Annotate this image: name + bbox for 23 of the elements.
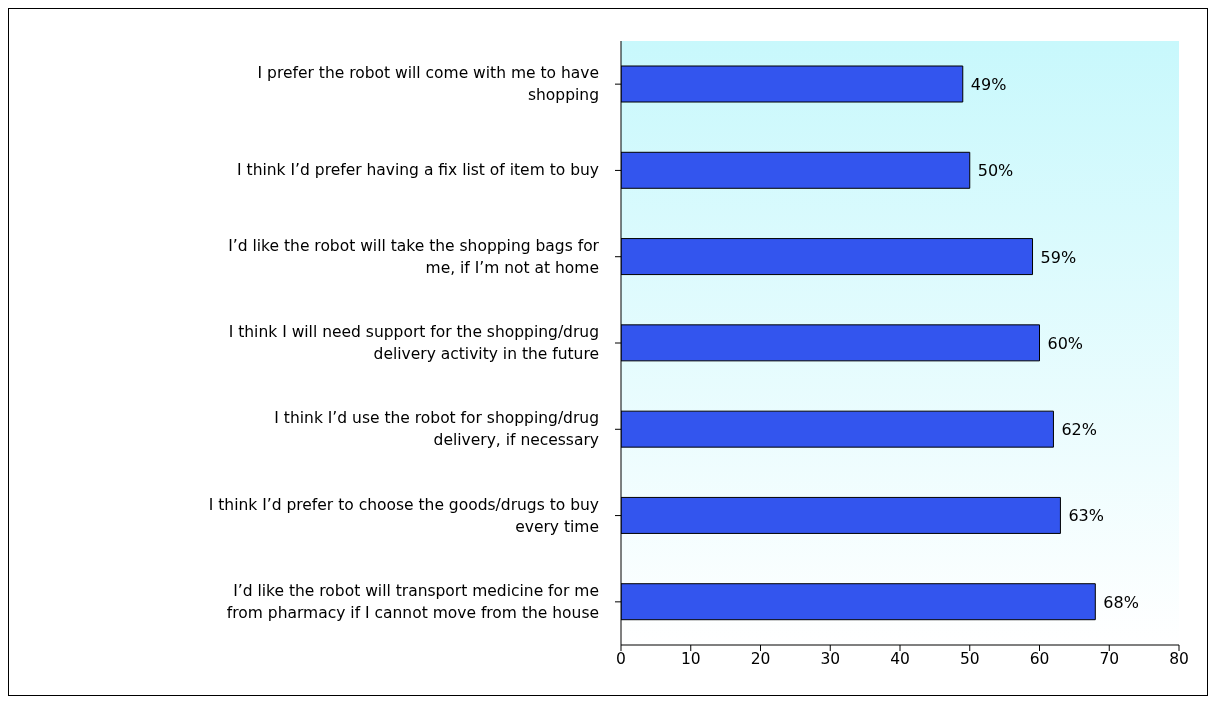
- data-label: 63%: [1068, 506, 1104, 526]
- x-tick-label: 0: [616, 650, 626, 669]
- x-tick-label: 50: [959, 650, 980, 669]
- y-tick-label: I think I’d use the robot for shopping/drug delivery, if necessary: [274, 409, 599, 450]
- data-label: 60%: [1047, 333, 1084, 353]
- data-label: 62%: [1061, 420, 1098, 440]
- y-tick-label: I’d like the robot will take the shopping bags for me, if I’m not at home: [228, 236, 600, 277]
- y-tick-label: I think I’d prefer having a fix list of item to buy: [237, 161, 599, 180]
- x-tick-label: 20: [750, 650, 771, 669]
- data-label: 68%: [1103, 592, 1139, 612]
- x-tick-label: 10: [680, 650, 701, 669]
- y-tick-label: I prefer the robot will come with me to have shopping: [257, 64, 599, 105]
- y-tick-label: I think I will need support for the shopping/drug delivery activity in the future: [228, 323, 599, 363]
- x-tick-label: 60: [1029, 650, 1050, 669]
- data-label: 49%: [970, 75, 1007, 94]
- data-label: 50%: [977, 161, 1014, 181]
- x-tick-label: 70: [1099, 650, 1120, 669]
- x-tick-label: 40: [890, 650, 910, 669]
- y-tick-label: I’d like the robot will transport medicine for me from pharmacy if I cannot move from the house: [226, 581, 599, 622]
- x-tick-label: 30: [820, 650, 841, 669]
- x-tick-label: 80: [1169, 650, 1189, 669]
- y-tick-label: I think I’d prefer to choose the goods/drugs to buy every time: [208, 495, 599, 536]
- data-label: 59%: [1040, 247, 1077, 267]
